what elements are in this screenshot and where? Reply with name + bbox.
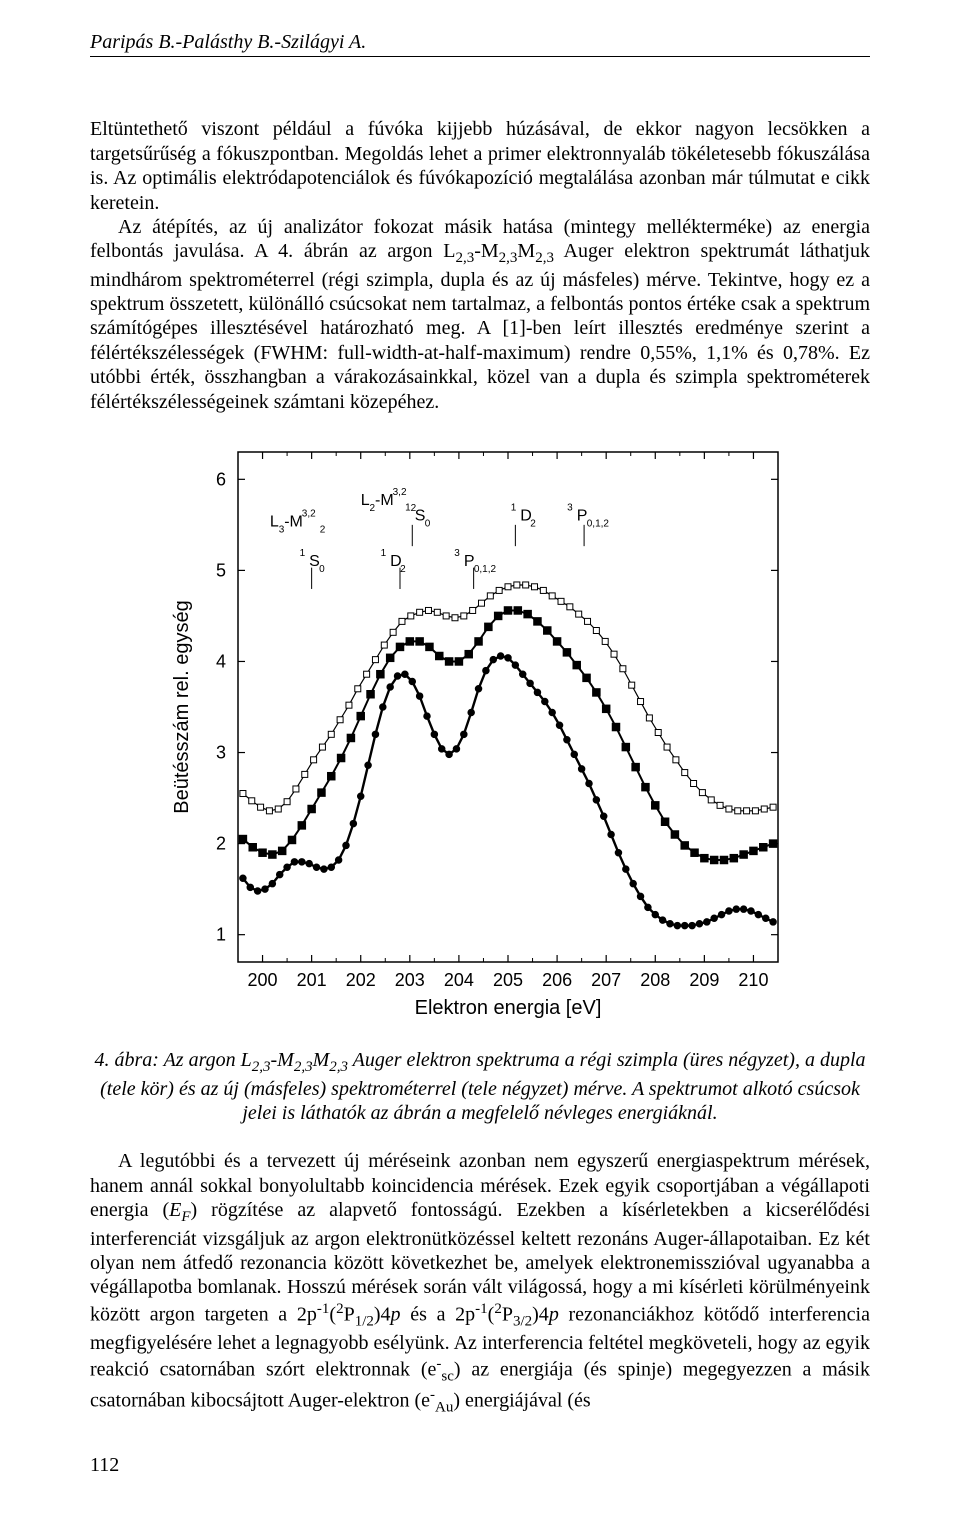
svg-text:3,2: 3,2 (302, 509, 316, 520)
p3-au: Au (435, 1400, 453, 1416)
p3-sub1: 1/2 (355, 1313, 374, 1329)
svg-text:L: L (270, 514, 279, 531)
p3-d: P (344, 1303, 355, 1325)
svg-text:3,2: 3,2 (393, 487, 407, 498)
cap-s1: 2,3 (252, 1059, 271, 1075)
chart-svg: 200201202203204205206207208209210123456E… (160, 432, 800, 1032)
svg-text:0,1,2: 0,1,2 (474, 564, 497, 575)
svg-text:-M: -M (284, 514, 303, 531)
p3-f: és a 2p (401, 1303, 476, 1325)
cap-c: M (313, 1049, 330, 1071)
p3-sup1b: -1 (475, 1301, 488, 1317)
p3-sup2b: 2 (494, 1301, 502, 1317)
svg-text:3: 3 (454, 548, 460, 559)
svg-text:6: 6 (216, 469, 226, 489)
svg-text:209: 209 (689, 970, 719, 990)
p3-ef: E (169, 1199, 181, 1221)
svg-text:L: L (361, 492, 370, 509)
svg-text:1: 1 (300, 548, 306, 559)
svg-text:202: 202 (346, 970, 376, 990)
svg-text:-M: -M (375, 492, 394, 509)
svg-text:Beütésszám rel. egység: Beütésszám rel. egység (171, 600, 193, 813)
paragraph-3: A legutóbbi és a tervezett új méréseink … (90, 1149, 870, 1417)
p3-k: ) energiájával (és (453, 1390, 590, 1412)
svg-text:5: 5 (216, 560, 226, 580)
p3-sup2: 2 (336, 1301, 344, 1317)
p3-h: )4 (532, 1303, 549, 1325)
p2-b: -M (474, 240, 498, 262)
paragraph-1: Eltüntethető viszont például a fúvóka ki… (90, 117, 870, 215)
svg-text:207: 207 (591, 970, 621, 990)
page-number: 112 (90, 1453, 870, 1477)
p3-sub2: 3/2 (513, 1313, 532, 1329)
svg-text:2: 2 (216, 834, 226, 854)
svg-text:200: 200 (248, 970, 278, 990)
svg-text:0: 0 (425, 518, 431, 529)
svg-text:204: 204 (444, 970, 474, 990)
running-head: Paripás B.-Palásthy B.-Szilágyi A. (90, 30, 870, 57)
cap-s2: 2,3 (294, 1059, 313, 1075)
p3-e: )4 (374, 1303, 391, 1325)
cap-a: 4. ábra: Az argon L (94, 1049, 251, 1071)
svg-text:2: 2 (530, 518, 536, 529)
svg-text:0: 0 (319, 564, 325, 575)
svg-text:3: 3 (567, 502, 573, 513)
svg-text:4: 4 (216, 651, 226, 671)
p2-sub1: 2,3 (455, 250, 474, 266)
svg-text:1: 1 (216, 925, 226, 945)
p2-sub2: 2,3 (499, 250, 518, 266)
cap-b: -M (270, 1049, 293, 1071)
paragraph-2: Az átépítés, az új analizátor fokozat má… (90, 215, 870, 414)
svg-text:201: 201 (297, 970, 327, 990)
p3-efsub: F (181, 1209, 190, 1225)
p3-g: P (502, 1303, 513, 1325)
svg-text:2: 2 (400, 564, 406, 575)
p3-p1: p (391, 1303, 401, 1325)
p2-sub3: 2,3 (535, 250, 554, 266)
figure-4-caption: 4. ábra: Az argon L2,3-M2,3M2,3 Auger el… (90, 1048, 870, 1125)
p3-p2: p (549, 1303, 559, 1325)
svg-text:210: 210 (738, 970, 768, 990)
svg-text:1: 1 (511, 502, 517, 513)
svg-text:206: 206 (542, 970, 572, 990)
p2-c: M (517, 240, 535, 262)
svg-text:2: 2 (320, 525, 326, 536)
p2-d: Auger elektron spektrumát láthatjuk mind… (90, 240, 870, 412)
cap-s3: 2,3 (329, 1059, 348, 1075)
figure-4: 200201202203204205206207208209210123456E… (90, 432, 870, 1038)
svg-text:1: 1 (381, 548, 387, 559)
svg-text:208: 208 (640, 970, 670, 990)
page: Paripás B.-Palásthy B.-Szilágyi A. Eltün… (0, 0, 960, 1517)
svg-text:Elektron energia [eV]: Elektron energia [eV] (415, 997, 602, 1019)
p3-sup1: -1 (317, 1301, 330, 1317)
svg-text:203: 203 (395, 970, 425, 990)
svg-text:205: 205 (493, 970, 523, 990)
p3-sc: sc (441, 1369, 454, 1385)
svg-text:3: 3 (216, 743, 226, 763)
svg-text:0,1,2: 0,1,2 (587, 518, 610, 529)
svg-text:1: 1 (405, 502, 411, 513)
